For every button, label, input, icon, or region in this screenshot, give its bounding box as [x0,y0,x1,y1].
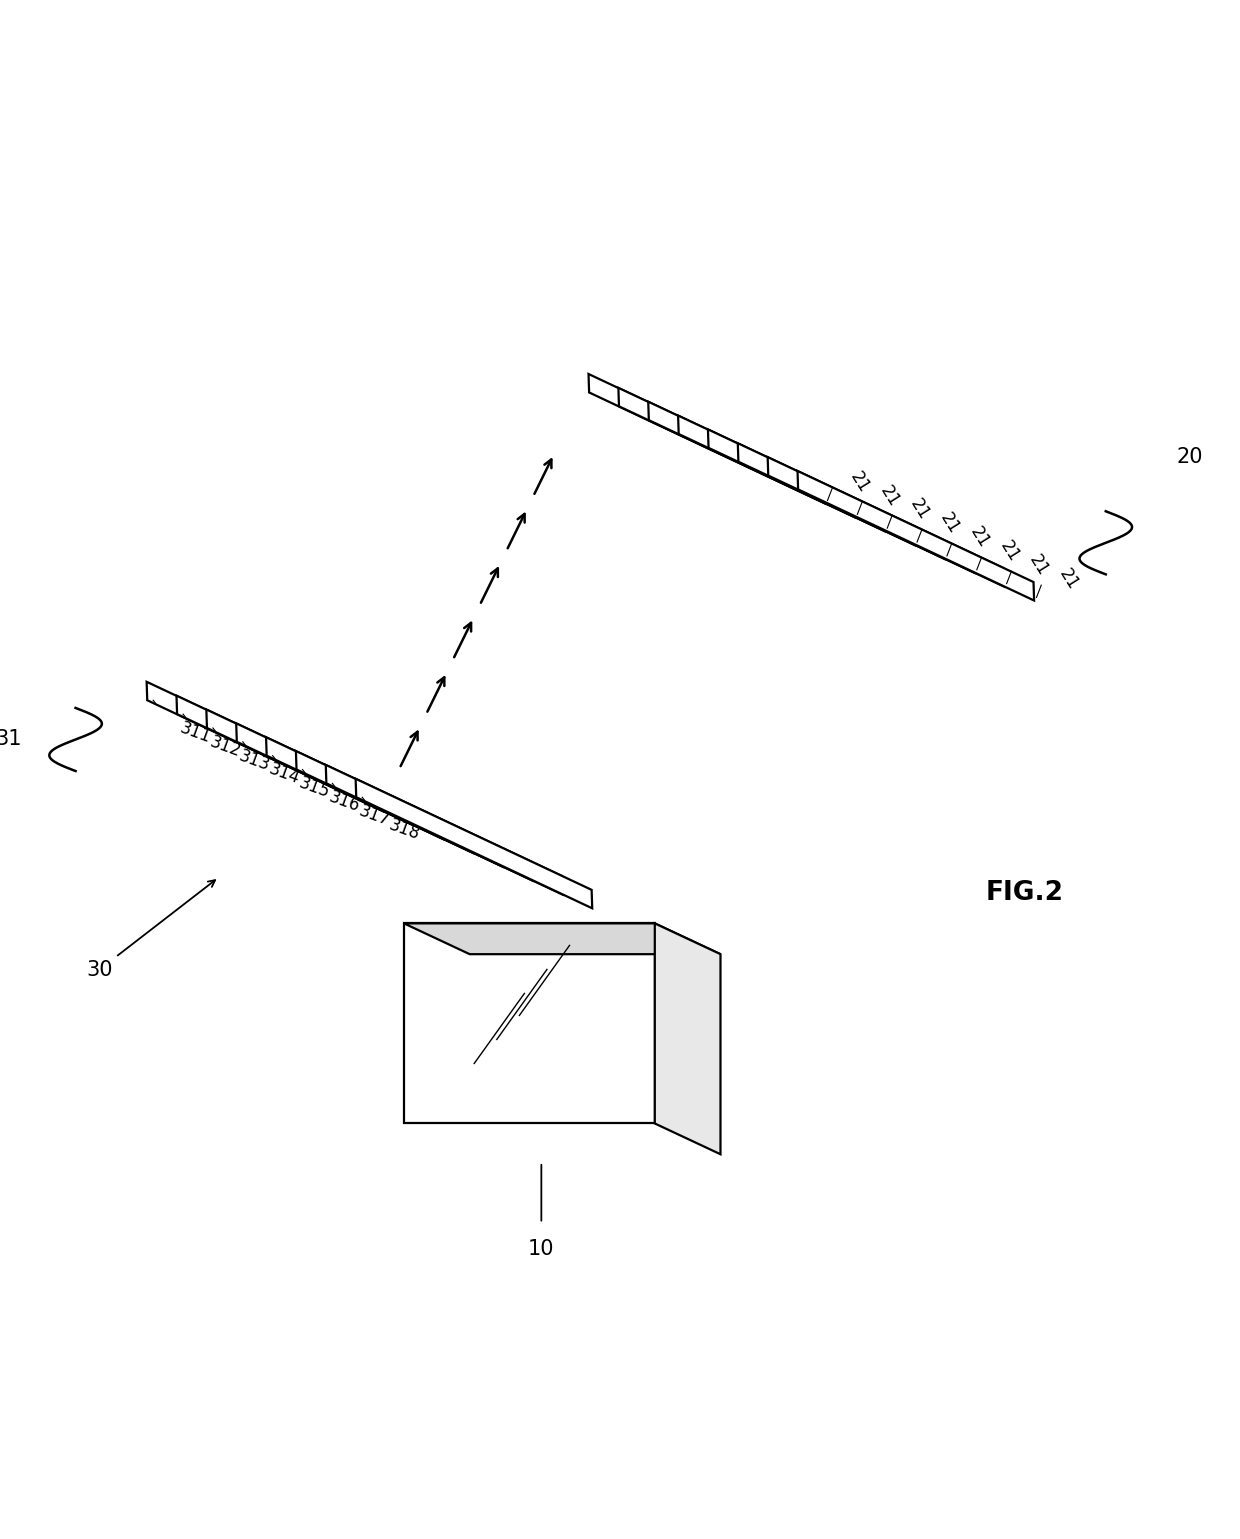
Text: 315: 315 [296,774,332,802]
Polygon shape [176,696,413,825]
Polygon shape [206,709,443,839]
Text: FIG.2: FIG.2 [986,880,1064,905]
Text: 21: 21 [847,468,873,496]
Polygon shape [655,923,720,1154]
Polygon shape [738,443,975,573]
Polygon shape [356,779,593,908]
Polygon shape [236,723,472,853]
Polygon shape [619,388,854,517]
Text: 20: 20 [1176,446,1203,466]
Text: 317: 317 [356,802,392,830]
Polygon shape [326,765,563,894]
Polygon shape [296,751,532,880]
Text: 313: 313 [237,746,273,774]
Text: 10: 10 [528,1239,554,1259]
Polygon shape [589,374,825,503]
Text: 30: 30 [87,880,215,979]
Polygon shape [404,923,655,1123]
Polygon shape [768,457,1004,586]
Text: 21: 21 [966,523,992,551]
Polygon shape [146,682,383,811]
Text: 316: 316 [326,788,362,816]
Text: 21: 21 [906,496,932,523]
Text: 314: 314 [267,760,303,788]
Text: 21: 21 [996,537,1023,565]
Text: 318: 318 [386,816,422,843]
Text: 31: 31 [0,729,22,749]
Text: 311: 311 [177,719,213,746]
Text: 21: 21 [1055,565,1083,593]
Polygon shape [267,737,502,866]
Text: 21: 21 [1025,551,1053,579]
Text: 21: 21 [936,509,962,537]
Polygon shape [708,429,945,559]
Text: 312: 312 [207,733,243,760]
Text: 21: 21 [877,482,903,509]
Polygon shape [678,416,915,545]
Polygon shape [404,923,720,954]
Polygon shape [649,402,885,531]
Polygon shape [797,471,1034,600]
